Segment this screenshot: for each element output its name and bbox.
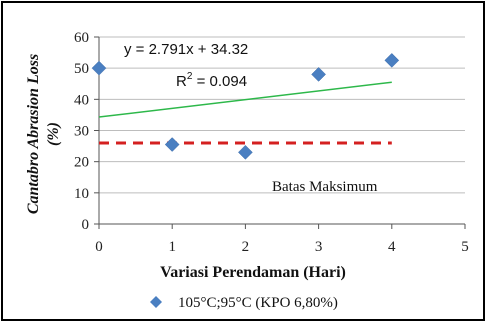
x-tick-label-5: 5 (461, 239, 469, 255)
x-tick-label-0: 0 (95, 239, 103, 255)
data-point-1 (164, 137, 180, 152)
y-tick-labels: 0 10 20 30 40 50 60 (74, 30, 89, 233)
y-tick-label-0: 0 (82, 217, 90, 233)
y-tick-label-20: 20 (74, 155, 89, 171)
legend-label: 105°C;95°C (KPO 6,80%) (178, 295, 338, 311)
chart-frame (1, 1, 485, 321)
y-tick-label-10: 10 (74, 186, 89, 202)
x-tick-label-1: 1 (168, 239, 176, 255)
y-axis-title-unit: (%) (45, 122, 62, 146)
data-point-2 (238, 144, 253, 160)
x-tick-label-3: 3 (315, 239, 323, 255)
data-point-3 (311, 67, 326, 82)
x-tick-label-2: 2 (242, 239, 250, 255)
threshold-label: Batas Maksimum (272, 179, 378, 195)
gridlines (99, 36, 465, 194)
data-points (91, 53, 400, 160)
x-tick-labels: 0 1 2 3 4 5 (95, 239, 469, 255)
trendline-r2: R2 = 0.094 (176, 71, 247, 90)
data-point-0 (91, 60, 107, 76)
y-axis-title: Cantabro Abrasion Loss (%) (25, 54, 62, 214)
x-axis-title: Variasi Perendaman (Hari) (160, 264, 346, 281)
y-axis-title-main: Cantabro Abrasion Loss (25, 54, 42, 214)
y-tick-label-60: 60 (74, 30, 89, 46)
trendline (98, 81, 392, 118)
y-tick-label-40: 40 (74, 92, 89, 108)
chart-lines (98, 81, 392, 145)
trendline-equation: y = 2.791x + 34.32 (124, 41, 248, 58)
y-tick-label-50: 50 (74, 61, 89, 77)
data-point-4 (384, 53, 400, 68)
legend-marker-diamond (150, 296, 162, 308)
y-tick-label-30: 30 (74, 124, 89, 140)
x-tick-label-4: 4 (388, 239, 396, 255)
axes (94, 36, 466, 229)
legend: 105°C;95°C (KPO 6,80%) (150, 295, 338, 311)
